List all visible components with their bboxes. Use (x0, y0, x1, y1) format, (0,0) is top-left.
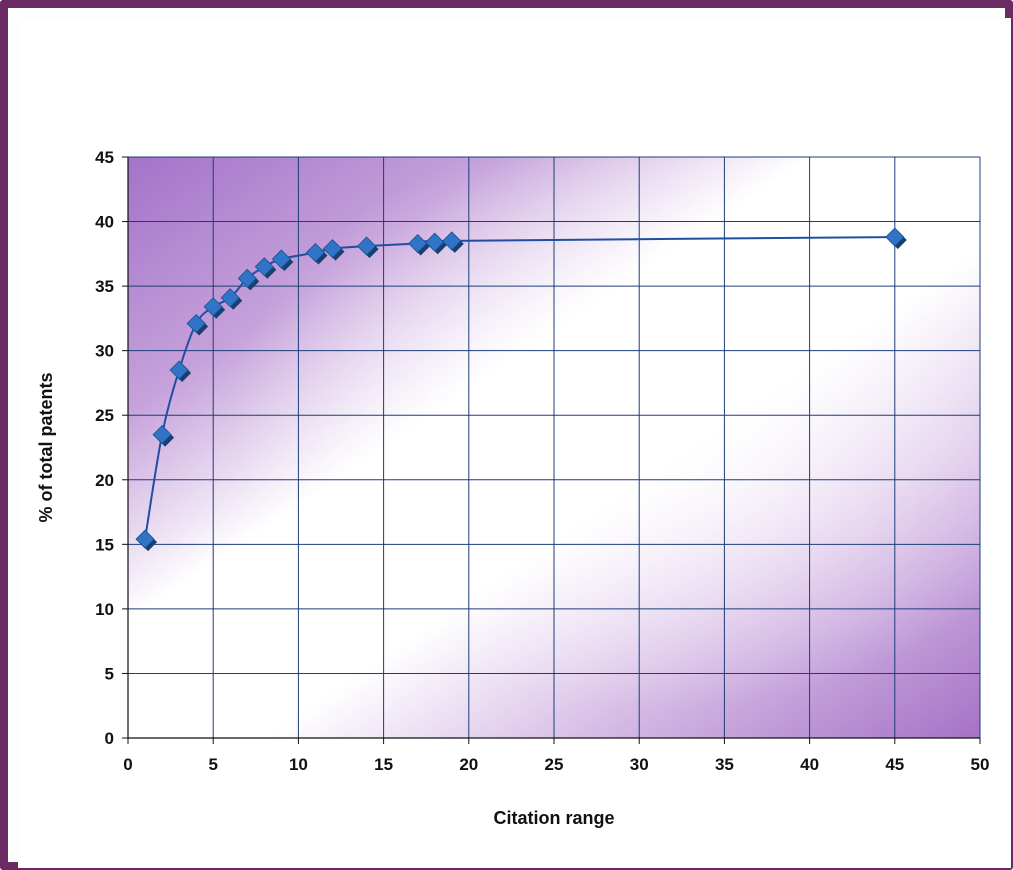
x-tick-label: 20 (459, 755, 478, 774)
data-point (271, 249, 294, 271)
data-point-marker (203, 297, 223, 317)
data-point (254, 257, 277, 279)
y-tick-label: 0 (105, 729, 114, 748)
axes (122, 156, 981, 744)
x-tick-label: 25 (545, 755, 564, 774)
data-point (203, 297, 226, 319)
y-tick-label: 30 (95, 342, 114, 361)
data-point (442, 231, 464, 253)
data-point-marker (356, 236, 377, 256)
x-tick-label: 50 (971, 755, 990, 774)
data-point (408, 233, 430, 256)
data-point-marker (135, 529, 155, 549)
data-point-marker (442, 231, 462, 251)
data-point (186, 313, 209, 336)
y-tick-label: 15 (95, 535, 114, 554)
x-tick-label: 35 (715, 755, 734, 774)
x-tick-label: 40 (800, 755, 819, 774)
y-tick-label: 40 (95, 213, 114, 232)
data-point-marker (305, 242, 326, 263)
x-tick-label: 45 (885, 755, 904, 774)
data-point-marker (152, 425, 172, 445)
data-point-marker (408, 233, 428, 254)
data-point (885, 227, 907, 250)
x-tick-label: 0 (123, 755, 132, 774)
data-points (135, 227, 907, 552)
y-tick-label: 20 (95, 471, 114, 490)
y-tick-label: 35 (95, 277, 114, 296)
data-point-marker (885, 227, 905, 247)
data-point (425, 232, 447, 255)
data-point (322, 239, 345, 261)
x-tick-label: 5 (208, 755, 217, 774)
data-point-marker (425, 232, 445, 252)
data-point-marker (254, 257, 274, 277)
data-point (237, 268, 260, 291)
y-tick-label: 45 (95, 148, 114, 167)
y-axis-title: % of total patents (36, 372, 56, 522)
data-point (169, 360, 192, 383)
data-point-marker (271, 249, 291, 269)
y-tick-label: 10 (95, 600, 114, 619)
y-tick-label: 5 (105, 664, 114, 683)
data-point-marker (237, 268, 257, 288)
data-point (135, 529, 158, 552)
data-point (356, 236, 379, 259)
data-point (152, 425, 175, 447)
x-axis-title: Citation range (493, 808, 614, 828)
tick-labels: 0 5 10 15 20 25 30 35 40 45 50 0 5 10 15 20 25 30 35 40 45 (95, 148, 989, 774)
data-point-marker (220, 288, 240, 308)
x-tick-label: 30 (630, 755, 649, 774)
data-point-marker (322, 239, 343, 259)
data-point-marker (169, 360, 189, 380)
x-tick-label: 15 (374, 755, 393, 774)
data-point-marker (186, 313, 206, 334)
y-tick-label: 25 (95, 406, 114, 425)
data-point (220, 288, 243, 310)
x-tick-label: 10 (289, 755, 308, 774)
data-point (305, 242, 328, 265)
